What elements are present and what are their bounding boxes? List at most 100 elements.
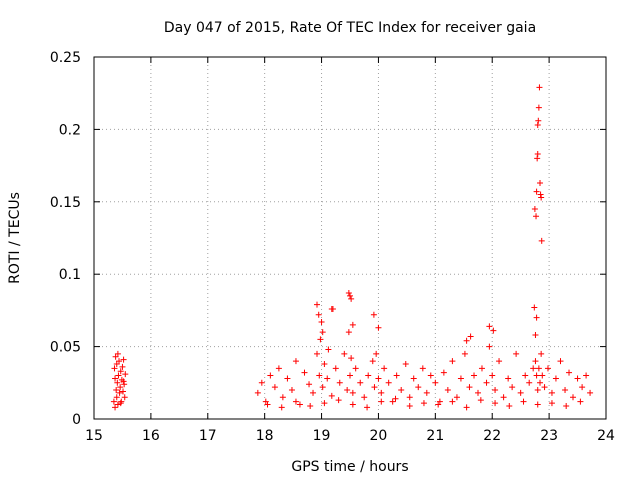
- data-point: [505, 375, 512, 382]
- data-point: [471, 372, 478, 379]
- data-point: [378, 389, 385, 396]
- data-point: [533, 372, 540, 379]
- data-point: [492, 400, 499, 407]
- data-point: [492, 387, 499, 394]
- data-point: [532, 332, 539, 339]
- data-point: [562, 387, 569, 394]
- data-point: [463, 404, 470, 411]
- data-point: [318, 318, 325, 325]
- data-point: [432, 379, 439, 386]
- data-point: [315, 311, 322, 318]
- data-point: [373, 350, 380, 357]
- data-point: [427, 372, 434, 379]
- data-point: [336, 379, 343, 386]
- data-point: [321, 360, 328, 367]
- data-point: [115, 372, 122, 379]
- x-tick-label: 22: [483, 428, 501, 444]
- data-point: [258, 379, 265, 386]
- data-point: [461, 350, 468, 357]
- data-point: [310, 389, 317, 396]
- data-point: [535, 104, 542, 111]
- x-tick-label: 23: [540, 428, 558, 444]
- data-point: [420, 400, 427, 407]
- data-point: [440, 369, 447, 376]
- data-point: [113, 387, 120, 394]
- data-point: [349, 321, 356, 328]
- data-point: [306, 381, 313, 388]
- data-point: [534, 401, 541, 408]
- data-point: [292, 358, 299, 365]
- x-tick-label: 15: [85, 428, 103, 444]
- data-point: [538, 194, 545, 201]
- data-point: [352, 365, 359, 372]
- data-point: [371, 384, 378, 391]
- data-points: [110, 84, 594, 411]
- data-point: [121, 381, 128, 388]
- data-point: [117, 400, 124, 407]
- data-point: [435, 401, 442, 408]
- data-point: [535, 365, 542, 372]
- plot-frame: [93, 56, 607, 420]
- data-point: [117, 384, 124, 391]
- data-point: [444, 387, 451, 394]
- data-point: [541, 384, 548, 391]
- data-point: [267, 372, 274, 379]
- data-point: [361, 394, 368, 401]
- data-point: [117, 368, 124, 375]
- data-point: [279, 394, 286, 401]
- data-point: [271, 384, 278, 391]
- data-point: [278, 404, 285, 411]
- y-tick-label: 0.05: [50, 340, 81, 356]
- data-point: [483, 379, 490, 386]
- x-tick-label: 17: [199, 428, 217, 444]
- data-point: [570, 394, 577, 401]
- data-point: [357, 379, 364, 386]
- data-point: [506, 402, 513, 409]
- data-point: [118, 398, 125, 405]
- data-point: [534, 151, 541, 158]
- data-point: [381, 365, 388, 372]
- data-point: [410, 375, 417, 382]
- data-point: [496, 358, 503, 365]
- data-point: [370, 311, 377, 318]
- data-point: [325, 346, 332, 353]
- data-point: [284, 375, 291, 382]
- data-point: [453, 394, 460, 401]
- data-point: [449, 398, 456, 405]
- data-point: [537, 191, 544, 198]
- data-point: [369, 358, 376, 365]
- data-point: [120, 378, 127, 385]
- data-point: [301, 369, 308, 376]
- data-point: [548, 400, 555, 407]
- data-point: [563, 402, 570, 409]
- data-point: [328, 392, 335, 399]
- data-point: [349, 401, 356, 408]
- data-point: [375, 375, 382, 382]
- data-point: [324, 375, 331, 382]
- data-point: [329, 305, 336, 312]
- grid: [94, 57, 606, 419]
- data-point: [116, 389, 123, 396]
- data-point: [489, 372, 496, 379]
- data-point: [321, 400, 328, 407]
- data-point: [114, 350, 121, 357]
- data-point: [402, 360, 409, 367]
- x-axis-label: GPS time / hours: [291, 459, 408, 475]
- data-point: [335, 397, 342, 404]
- data-point: [347, 372, 353, 379]
- y-axis-label: ROTI / TECUs: [7, 192, 23, 284]
- data-point: [583, 372, 590, 379]
- data-point: [419, 365, 426, 372]
- data-point: [113, 394, 120, 401]
- data-point: [415, 384, 422, 391]
- x-tick-label: 18: [256, 428, 274, 444]
- data-point: [349, 389, 356, 396]
- data-point: [348, 295, 355, 302]
- data-point: [534, 122, 541, 129]
- data-point: [119, 363, 126, 370]
- data-point: [509, 384, 516, 391]
- data-point: [566, 369, 573, 376]
- data-point: [114, 401, 121, 408]
- data-point: [552, 375, 559, 382]
